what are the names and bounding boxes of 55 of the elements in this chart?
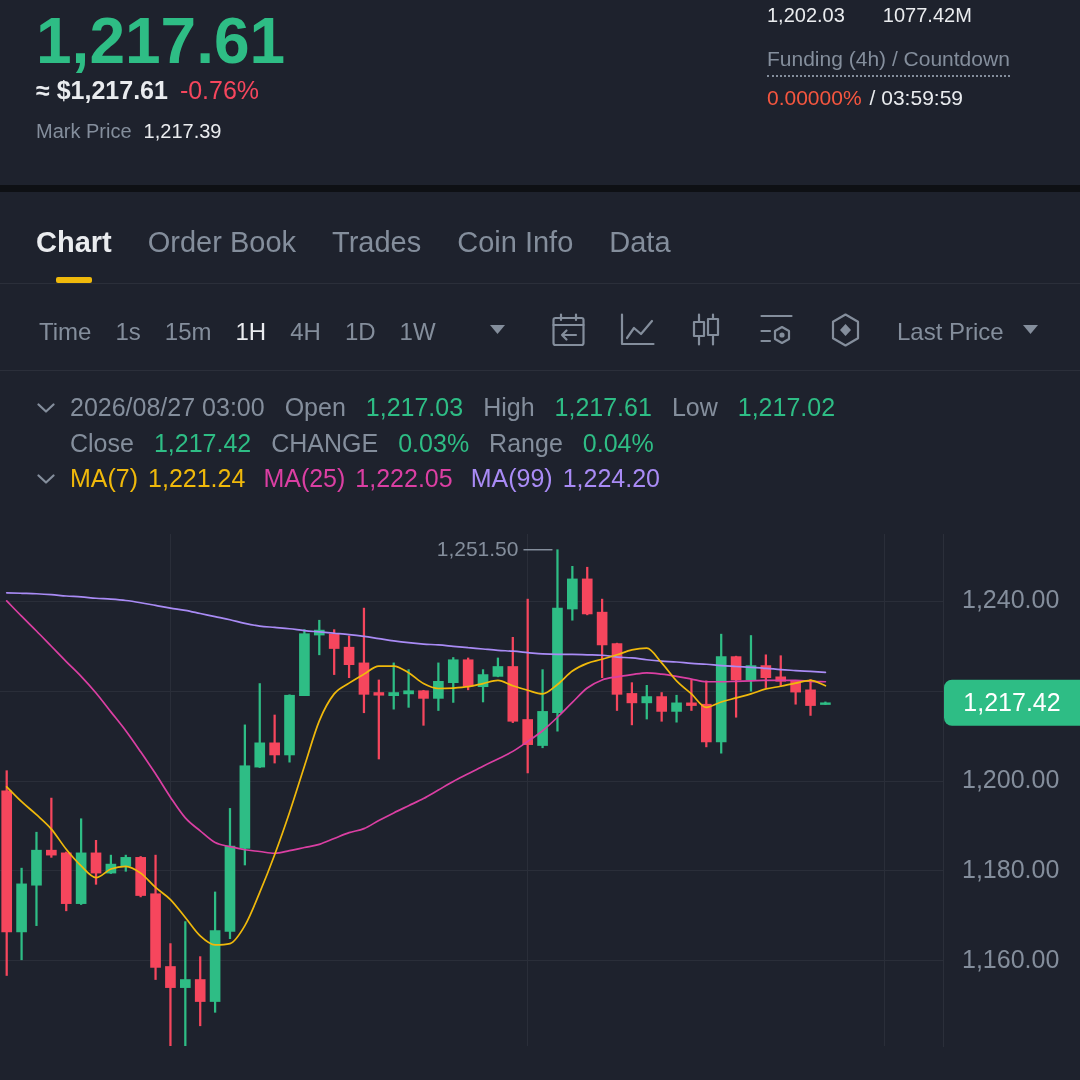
text: High — [483, 393, 535, 422]
text: Open — [284, 393, 346, 422]
text: 1D — [344, 318, 376, 346]
text: Coin Info — [457, 226, 574, 259]
line-series — [5, 600, 827, 855]
candlestick — [403, 669, 414, 708]
text: Mark Price — [36, 120, 132, 143]
text: Close — [70, 429, 134, 458]
y-tick-label: 1,160.00 — [962, 944, 1060, 973]
text: CHANGE — [271, 429, 379, 458]
text: Chart — [36, 226, 112, 259]
line-series — [5, 647, 827, 946]
text: 1,221.24 — [148, 464, 246, 493]
text: Low — [671, 393, 718, 422]
text: 1,202.03 — [767, 4, 845, 27]
y-tick-label: 1,200.00 — [962, 764, 1060, 793]
text: -0.76% — [179, 76, 260, 105]
candlestick — [671, 694, 682, 723]
text: Order Book — [147, 226, 297, 259]
candlestick — [418, 689, 429, 726]
text: 0.04% — [582, 429, 654, 458]
text: ≈ $1,217.61 — [36, 76, 168, 105]
text: 15m — [164, 318, 212, 346]
text: Time — [39, 318, 92, 346]
text: 0.03% — [398, 429, 470, 458]
text: 1,222.05 — [355, 464, 453, 493]
y-tick-label: 1,180.00 — [962, 854, 1060, 883]
text: Last Price — [897, 318, 1004, 346]
text: MA(7) — [70, 464, 139, 493]
text: 1,217.03 — [365, 393, 464, 422]
candlestick — [686, 679, 697, 711]
text: 1,217.39 — [143, 120, 222, 143]
text: / 03:59:59 — [869, 86, 964, 110]
text: 1,217.42 — [963, 687, 1061, 716]
text: 1,217.02 — [737, 393, 836, 422]
text: 1077.42M — [882, 4, 972, 27]
text: Trades — [332, 226, 422, 259]
text: 1,217.42 — [153, 429, 252, 458]
text: MA(99) — [470, 464, 553, 493]
text: 1s — [115, 318, 141, 346]
text: 1W — [399, 318, 436, 346]
text: 0.00000% — [767, 86, 862, 110]
annotation: 1,251.50 — [436, 536, 519, 560]
text: MA(25) — [263, 464, 346, 493]
text: 1,224.20 — [562, 464, 660, 493]
text: Range — [489, 429, 563, 458]
text: Data — [609, 226, 671, 259]
candlestick — [165, 943, 176, 1046]
text: 1,217.61 — [36, 4, 286, 78]
text: 2026/08/27 03:00 — [70, 393, 265, 422]
text: Funding (4h) / Countdown — [767, 47, 1010, 77]
text: 1,217.61 — [554, 393, 652, 422]
text: 1H — [235, 318, 267, 346]
y-tick-label: 1,240.00 — [962, 585, 1060, 614]
text: 4H — [290, 318, 321, 346]
